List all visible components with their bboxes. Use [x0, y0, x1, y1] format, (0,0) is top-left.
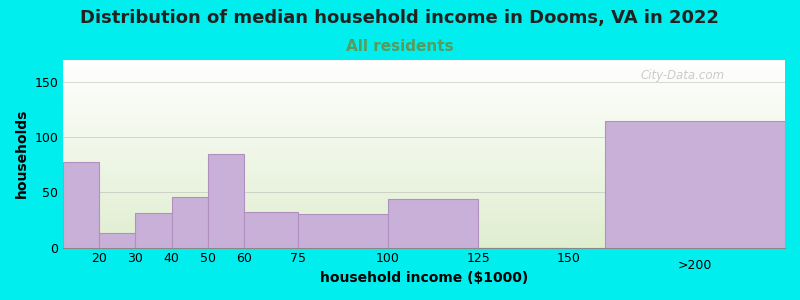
Text: >200: >200 — [678, 259, 712, 272]
Bar — [63, 161, 99, 248]
Bar — [388, 199, 478, 248]
Bar — [605, 121, 785, 248]
Bar — [244, 212, 298, 247]
Bar — [135, 213, 171, 247]
Bar — [208, 154, 244, 248]
X-axis label: household income ($1000): household income ($1000) — [320, 271, 528, 285]
Text: Distribution of median household income in Dooms, VA in 2022: Distribution of median household income … — [81, 9, 719, 27]
Y-axis label: households: households — [15, 109, 29, 199]
Text: All residents: All residents — [346, 39, 454, 54]
Text: City-Data.com: City-Data.com — [641, 69, 725, 82]
Bar — [171, 197, 208, 248]
Bar — [298, 214, 388, 248]
Bar — [99, 233, 135, 247]
